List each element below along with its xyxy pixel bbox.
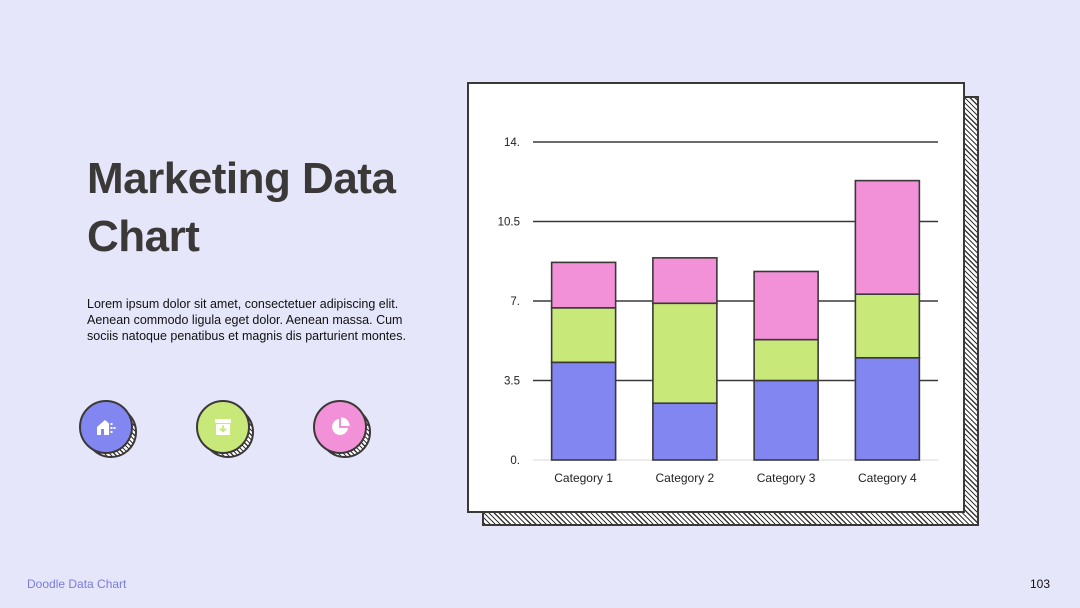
y-tick-label: 7. <box>510 296 520 308</box>
bar-segment <box>652 257 718 305</box>
page-number: 103 <box>1029 577 1050 591</box>
bar-segment <box>753 338 819 382</box>
y-tick-label: 3.5 <box>504 376 520 388</box>
bar-segment <box>854 293 921 359</box>
bar-segment <box>652 302 718 405</box>
slide-body-text: Lorem ipsum dolor sit amet, consectetuer… <box>87 297 406 343</box>
y-tick-label: 10.5 <box>498 217 520 229</box>
chart-card: 0. 3.5 7. 10.5 14. Category 1 Category 2 Catego… <box>467 82 965 513</box>
house-icon <box>79 400 133 454</box>
pie-chart-icon <box>313 400 367 454</box>
archive-download-icon <box>196 400 250 454</box>
slide-title: Marketing Data Chart <box>87 154 396 261</box>
x-tick-label: Category 2 <box>656 471 715 485</box>
bar-segment <box>652 402 718 461</box>
bar-segment <box>550 307 617 364</box>
archive-icon-badge <box>196 400 258 462</box>
stacked-bar-chart: 0. 3.5 7. 10.5 14. Category 1 Category 2 Catego… <box>498 137 938 485</box>
bar-segment <box>854 356 921 461</box>
x-tick-label: Category 4 <box>858 471 917 485</box>
labels: 0. 3.5 7. 10.5 14. Category 1 Category 2 Catego… <box>498 137 917 485</box>
footer-label: Doodle Data Chart <box>27 577 127 591</box>
x-tick-label: Category 3 <box>757 471 816 485</box>
bar-segment <box>550 361 617 461</box>
bar-segment <box>753 270 819 341</box>
pie-icon-badge <box>313 400 375 462</box>
y-tick-label: 14. <box>504 137 520 149</box>
x-tick-label: Category 1 <box>554 471 613 485</box>
y-tick-label: 0. <box>510 455 520 467</box>
bar-segment <box>753 379 819 461</box>
house-icon-badge <box>79 400 141 462</box>
bar-segment <box>550 261 617 309</box>
bars <box>550 179 921 461</box>
bar-segment <box>854 179 921 295</box>
